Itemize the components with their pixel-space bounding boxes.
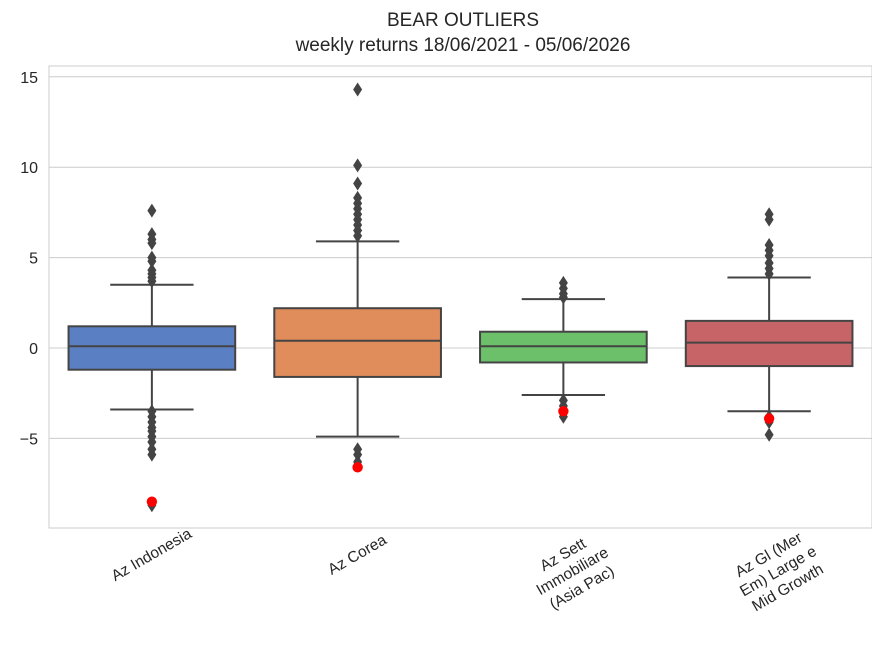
outlier-point — [147, 435, 157, 450]
bear-point — [763, 413, 775, 424]
box — [273, 307, 442, 378]
bear-point — [146, 496, 158, 507]
x-tick-label: Az Gl (MerEm) Large eMid Growth — [728, 526, 829, 616]
y-tick-label: −5 — [20, 431, 38, 448]
box-group — [684, 276, 854, 413]
x-tick-label: Az SettImmobiliare(Asia Pac) — [524, 528, 621, 616]
x-tick-label: Az Indonesia — [109, 525, 195, 585]
bear-point — [352, 462, 363, 473]
y-tick-label: 0 — [29, 341, 38, 358]
y-tick-label: 15 — [20, 70, 38, 87]
x-tick-label: Az Corea — [325, 531, 390, 578]
y-tick-label: 5 — [29, 251, 38, 268]
box-group — [479, 298, 648, 397]
y-tick-label: 10 — [20, 160, 38, 177]
plot-area — [48, 65, 872, 529]
outlier-point — [147, 236, 157, 251]
outlier-point — [353, 228, 363, 243]
outlier-point — [558, 290, 568, 305]
box-group — [273, 240, 442, 438]
box — [67, 325, 237, 371]
outlier-point — [764, 266, 774, 281]
outlier-point — [147, 274, 157, 289]
bear-point — [558, 406, 569, 417]
x-tick-label-line: Az Indonesia — [109, 525, 195, 585]
chart-subtitle: weekly returns 18/06/2021 - 05/06/2026 — [295, 35, 631, 56]
outlier-point — [353, 158, 363, 173]
outlier-point — [353, 82, 363, 97]
outlier-point — [353, 447, 363, 462]
outlier-point — [147, 447, 157, 462]
x-tick-label-line: Az Corea — [325, 531, 390, 578]
chart-title: BEAR OUTLIERS — [386, 10, 540, 31]
outlier-point — [764, 427, 774, 442]
outlier-point — [353, 176, 363, 191]
outlier-point — [764, 212, 774, 227]
outlier-point — [147, 203, 157, 218]
outlier-point — [147, 254, 157, 269]
box-group — [67, 283, 237, 411]
outlier-point — [764, 248, 774, 263]
